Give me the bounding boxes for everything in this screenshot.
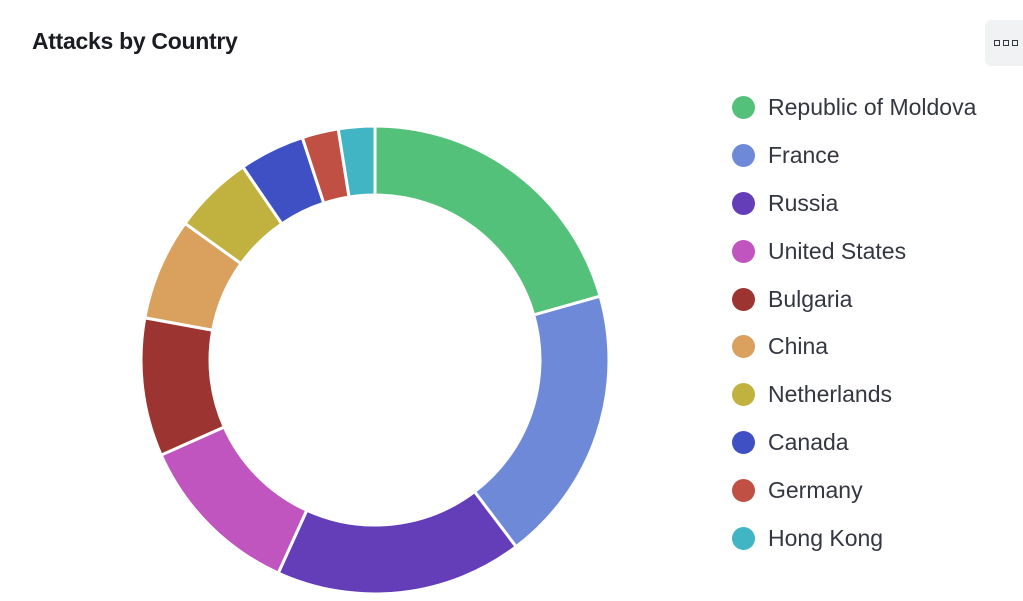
options-grid-icon [1003,40,1009,46]
legend-item-hong-kong[interactable]: Hong Kong [732,514,976,562]
donut-slice-hong-kong[interactable] [336,124,377,199]
panel-title: Attacks by Country [32,28,238,54]
options-grid-icon [1012,40,1018,46]
legend-item-netherlands[interactable]: Netherlands [732,371,976,419]
donut-slice-united-states[interactable] [159,425,309,576]
legend-item-germany[interactable]: Germany [732,466,976,514]
legend-item-bulgaria[interactable]: Bulgaria [732,275,976,323]
donut-slice-republic-of-moldova[interactable] [373,124,602,317]
legend-item-france[interactable]: France [732,132,976,180]
legend-swatch [732,430,755,454]
legend-label: Bulgaria [768,285,853,312]
legend-label: Russia [768,189,839,216]
legend-item-canada[interactable]: Canada [732,419,976,467]
donut-slice-russia[interactable] [276,489,519,596]
legend-label: France [768,142,840,169]
donut-slice-france[interactable] [472,294,611,549]
legend-swatch [732,96,755,120]
legend-label: China [768,333,829,360]
legend-swatch [732,383,755,407]
legend-swatch [732,144,755,168]
legend-swatch [732,526,755,550]
legend-label: Canada [768,428,849,455]
legend-swatch [732,478,755,502]
legend-swatch [732,335,755,359]
legend-label: Germany [768,476,863,503]
legend-label: Hong Kong [768,524,884,551]
legend-label: Netherlands [768,381,893,408]
donut-chart [139,124,611,596]
chart-legend: Republic of Moldova France Russia United St… [732,84,976,562]
legend-item-china[interactable]: China [732,323,976,371]
legend-swatch [732,287,755,311]
legend-item-republic-of-moldova[interactable]: Republic of Moldova [732,84,976,132]
legend-item-united-states[interactable]: United States [732,227,976,275]
legend-item-russia[interactable]: Russia [732,180,976,228]
legend-swatch [732,239,755,263]
legend-swatch [732,191,755,215]
options-grid-icon [994,40,1000,46]
legend-label: United States [768,237,907,264]
legend-label: Republic of Moldova [768,94,977,121]
panel-options-button[interactable] [985,20,1023,66]
